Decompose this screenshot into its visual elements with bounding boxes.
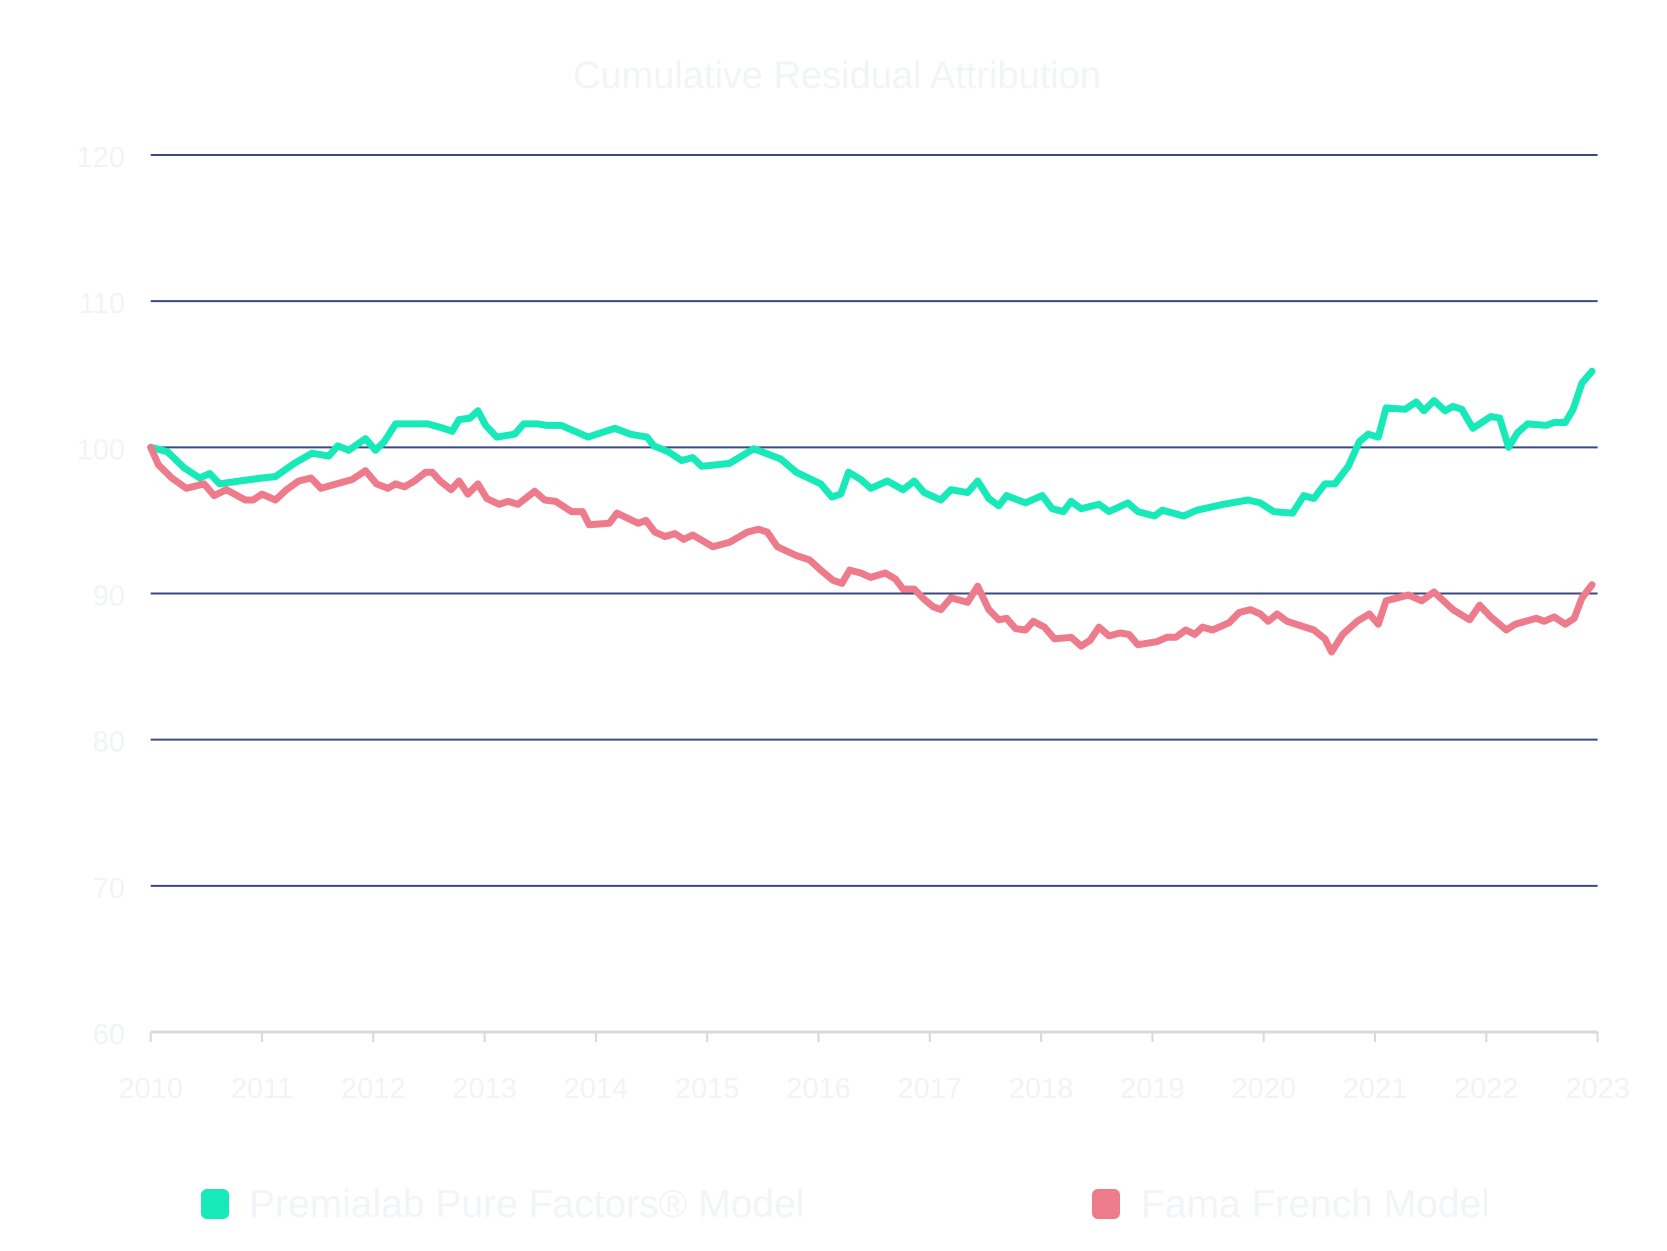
legend-item-fama-french[interactable]: Fama French Model: [1092, 1183, 1490, 1226]
legend-item-premialab[interactable]: Premialab Pure Factors® Model: [201, 1183, 804, 1226]
x-tick-label: 2016: [786, 1073, 851, 1105]
x-tick-label: 2012: [341, 1073, 406, 1105]
series-line-1: [147, 443, 1596, 656]
chart-title: Cumulative Residual Attribution: [573, 55, 1101, 97]
gridlines: [150, 154, 1598, 887]
y-tick-label: 120: [77, 142, 125, 174]
y-tick-label: 110: [79, 288, 125, 320]
y-tick-label: 100: [77, 434, 125, 466]
x-tick-label: 2015: [675, 1073, 740, 1105]
x-tick-label: 2023: [1565, 1073, 1630, 1105]
y-tick-label: 90: [93, 581, 125, 613]
y-tick-label: 80: [93, 727, 125, 759]
y-tick-label: 70: [93, 873, 125, 905]
x-tick-label: 2021: [1343, 1073, 1408, 1105]
legend-label-premialab: Premialab Pure Factors® Model: [249, 1183, 804, 1226]
x-tick-label: 2011: [231, 1073, 293, 1105]
x-tick-label: 2022: [1454, 1073, 1519, 1105]
legend-swatch-fama-french: [1092, 1189, 1120, 1219]
legend: Premialab Pure Factors® Model Fama Frenc…: [201, 1183, 1490, 1226]
series-lines: [147, 367, 1596, 656]
x-tick-label: 2017: [898, 1073, 963, 1105]
x-tick-label: 2019: [1120, 1073, 1185, 1105]
x-tick-label: 2010: [118, 1073, 183, 1105]
series-line-0: [147, 367, 1596, 520]
x-tick-label: 2013: [452, 1073, 517, 1105]
x-tick-label: 2020: [1231, 1073, 1296, 1105]
x-axis: 2010 2011 2012 2013 2014 2015 2016 2017 2018 2019…: [118, 1030, 1630, 1105]
y-tick-label: 60: [93, 1019, 125, 1051]
x-tick-label: 2014: [564, 1073, 629, 1105]
x-tick-label: 2018: [1009, 1073, 1074, 1105]
y-axis: 120 110 100 90 80 70 60: [77, 142, 125, 1051]
legend-label-fama-french: Fama French Model: [1141, 1183, 1490, 1226]
legend-swatch-premialab: [201, 1189, 229, 1219]
